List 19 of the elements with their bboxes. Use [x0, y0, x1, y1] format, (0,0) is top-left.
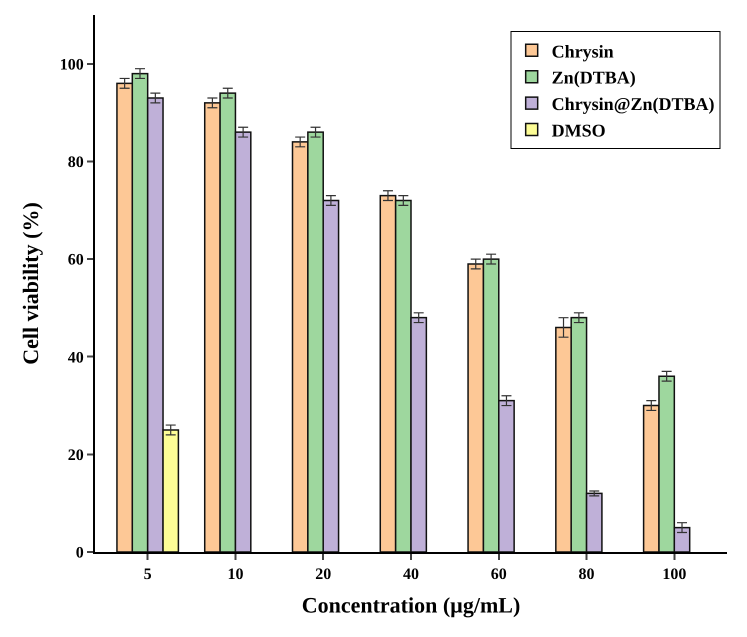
- y-tick-label: 40: [68, 349, 84, 366]
- x-tick-label: 20: [315, 566, 332, 584]
- x-tick-label: 100: [662, 566, 686, 584]
- legend-label: Chrysin@Zn(DTBA): [552, 94, 714, 114]
- y-tick-label: 60: [68, 252, 84, 269]
- y-tick-label: 100: [60, 56, 84, 74]
- legend-label: Chrysin: [552, 41, 614, 62]
- x-tick-label: 80: [578, 566, 595, 584]
- y-axis-title: Cell viability (%): [18, 202, 44, 365]
- x-tick-label: 5: [144, 566, 152, 584]
- y-tick-label: 0: [76, 544, 84, 562]
- x-tick-label: 60: [490, 566, 507, 584]
- x-tick-label: 10: [227, 566, 244, 584]
- x-axis-title: Concentration (µg/mL): [302, 592, 520, 618]
- legend-label: DMSO: [552, 120, 606, 141]
- legend-label: Zn(DTBA): [552, 68, 636, 88]
- x-tick-label: 40: [403, 566, 419, 584]
- y-tick-label: 20: [68, 446, 84, 464]
- y-tick-label: 80: [68, 154, 84, 172]
